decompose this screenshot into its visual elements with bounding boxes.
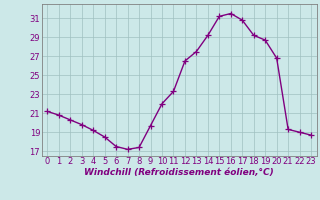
X-axis label: Windchill (Refroidissement éolien,°C): Windchill (Refroidissement éolien,°C) — [84, 168, 274, 177]
